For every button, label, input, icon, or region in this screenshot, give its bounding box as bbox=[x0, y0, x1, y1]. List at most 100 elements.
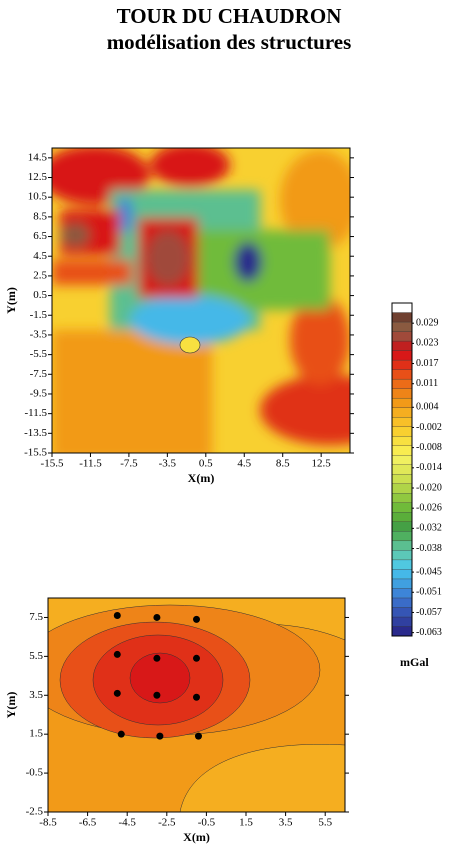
y-tick-label: -1.5 bbox=[30, 309, 48, 321]
colorbar-tick-label: -0.038 bbox=[416, 543, 442, 554]
y-tick-label: -0.5 bbox=[26, 767, 44, 779]
colorbar-band bbox=[391, 331, 413, 342]
colorbar-tick-label: -0.026 bbox=[416, 502, 442, 513]
y-tick-label: 6.5 bbox=[33, 230, 47, 242]
x-tick-label: 4.5 bbox=[237, 458, 251, 470]
x-tick-label: -3.5 bbox=[159, 458, 177, 470]
point bbox=[193, 654, 200, 662]
y-tick-label: 10.5 bbox=[28, 191, 48, 203]
colorbar-band bbox=[391, 350, 413, 361]
colorbar-tick-label: -0.032 bbox=[416, 523, 442, 534]
y-tick-label: -11.5 bbox=[24, 407, 47, 419]
colorbar-band bbox=[391, 616, 413, 627]
point bbox=[193, 615, 200, 623]
x-tick-label: 8.5 bbox=[276, 458, 290, 470]
y-tick-label: 5.5 bbox=[29, 650, 43, 662]
y-tick-label: -7.5 bbox=[30, 368, 48, 380]
colorbar-band bbox=[391, 407, 413, 418]
x-axis-label: X(m) bbox=[188, 471, 215, 485]
colorbar-band bbox=[391, 588, 413, 599]
y-tick-label: 14.5 bbox=[28, 151, 48, 163]
y-tick-label: 3.5 bbox=[29, 689, 43, 701]
x-tick-label: -4.5 bbox=[118, 817, 136, 829]
y-tick-label: 0.5 bbox=[33, 289, 47, 301]
colorbar-band bbox=[391, 417, 413, 427]
y-tick-label: -3.5 bbox=[30, 328, 48, 340]
point bbox=[156, 732, 164, 740]
colorbar-band bbox=[391, 512, 413, 522]
colorbar-tick-label: 0.017 bbox=[416, 358, 439, 369]
point bbox=[153, 691, 161, 699]
x-tick-label: -8.5 bbox=[39, 817, 57, 829]
y-axis-label: Y(m) bbox=[4, 692, 18, 719]
x-tick-label: -11.5 bbox=[79, 458, 102, 470]
colorbar-tick-label: -0.014 bbox=[416, 462, 442, 473]
colorbar-band bbox=[391, 493, 413, 503]
colorbar-band bbox=[391, 626, 413, 637]
point bbox=[117, 730, 125, 738]
colorbar-band bbox=[391, 550, 413, 561]
x-tick-label: -15.5 bbox=[41, 458, 64, 470]
point bbox=[153, 654, 161, 662]
colorbar-band bbox=[391, 607, 413, 618]
x-tick-label: 12.5 bbox=[312, 458, 332, 470]
x-axis-label: X(m) bbox=[183, 830, 210, 844]
colorbar-band bbox=[391, 426, 413, 437]
x-tick-label: 3.5 bbox=[279, 817, 293, 829]
colorbar-band bbox=[391, 340, 413, 351]
y-tick-label: -5.5 bbox=[30, 348, 48, 360]
colorbar-label: mGal bbox=[400, 655, 429, 669]
point bbox=[194, 732, 202, 740]
y-tick-label: 4.5 bbox=[33, 250, 47, 262]
colorbar-tick-label: -0.002 bbox=[416, 422, 442, 433]
y-tick-label: 7.5 bbox=[29, 611, 43, 623]
colorbar-tick-label: 0.011 bbox=[416, 378, 438, 389]
x-tick-label: -2.5 bbox=[158, 817, 176, 829]
colorbar-band bbox=[391, 474, 413, 484]
y-tick-label: -15.5 bbox=[24, 447, 47, 459]
colorbar-band bbox=[391, 502, 413, 513]
colorbar-tick-label: -0.008 bbox=[416, 442, 442, 453]
colorbar-band bbox=[391, 436, 413, 446]
colorbar-band bbox=[391, 312, 413, 323]
colorbar-band bbox=[391, 464, 413, 475]
x-tick-label: -6.5 bbox=[79, 817, 97, 829]
plot-frame bbox=[51, 147, 351, 454]
x-tick-label: -0.5 bbox=[198, 817, 216, 829]
colorbar-tick-label: 0.029 bbox=[416, 317, 439, 328]
colorbar-band bbox=[391, 388, 413, 399]
colorbar-band bbox=[391, 378, 413, 389]
contour-field bbox=[48, 598, 345, 812]
colorbar-tick-label: -0.063 bbox=[416, 627, 442, 638]
point bbox=[193, 693, 200, 701]
subtitle: modélisation des structures bbox=[107, 30, 352, 54]
colorbar-band bbox=[391, 559, 413, 570]
x-tick-label: 0.5 bbox=[199, 458, 213, 470]
colorbar-tick-label: -0.020 bbox=[416, 482, 442, 493]
colorbar-tick-label: 0.004 bbox=[416, 402, 439, 413]
colorbar-band bbox=[391, 578, 413, 589]
title: TOUR DU CHAUDRON bbox=[117, 4, 342, 28]
colorbar-band bbox=[391, 569, 413, 580]
y-tick-label: 8.5 bbox=[33, 210, 47, 222]
plot-frame bbox=[47, 597, 346, 813]
y-axis-label: Y(m) bbox=[4, 287, 18, 314]
colorbar-band bbox=[391, 521, 413, 532]
point bbox=[153, 613, 161, 621]
y-tick-label: -2.5 bbox=[26, 806, 44, 818]
colorbar-frame bbox=[391, 302, 413, 637]
colorbar-band bbox=[391, 455, 413, 465]
y-tick-label: -9.5 bbox=[30, 387, 48, 399]
colorbar-tick-label: -0.045 bbox=[416, 566, 442, 577]
colorbar-band bbox=[391, 540, 413, 551]
point bbox=[113, 689, 121, 697]
colorbar-tick-label: -0.051 bbox=[416, 587, 442, 598]
x-tick-label: 1.5 bbox=[239, 817, 253, 829]
x-tick-label: 5.5 bbox=[318, 817, 332, 829]
colorbar-band bbox=[391, 369, 413, 380]
colorbar-band bbox=[391, 359, 413, 370]
y-tick-label: 2.5 bbox=[33, 269, 47, 281]
colorbar-tick-label: -0.057 bbox=[416, 607, 442, 618]
y-tick-label: -13.5 bbox=[24, 427, 47, 439]
